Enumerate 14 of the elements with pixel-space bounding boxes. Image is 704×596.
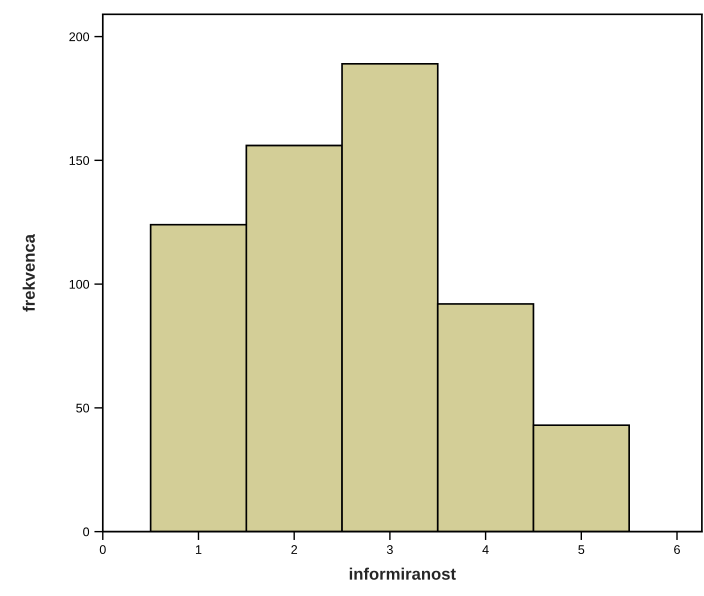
y-tick-label: 50 (76, 404, 90, 413)
x-tick-label: 6 (674, 545, 680, 554)
x-tick-label: 3 (386, 545, 393, 554)
y-tick-label: 100 (70, 280, 90, 289)
x-tick-label: 4 (482, 545, 489, 554)
x-axis-title: informiranost (350, 568, 456, 580)
y-tick-label: 150 (70, 156, 90, 165)
x-tick-label: 5 (578, 545, 584, 554)
x-tick-label: 1 (196, 545, 202, 554)
x-tick-label: 0 (100, 545, 106, 554)
y-tick-label: 0 (83, 527, 90, 536)
y-axis-title: frekvenca (22, 234, 35, 312)
y-tick-label: 200 (69, 32, 90, 42)
x-tick-label: 2 (291, 545, 298, 554)
